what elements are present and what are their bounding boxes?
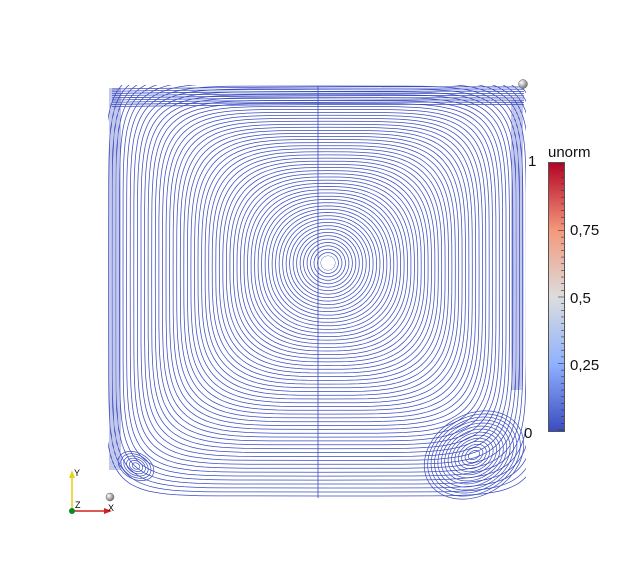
vortex-core: [321, 256, 335, 270]
colorbar-label-1: 1: [528, 153, 537, 170]
streamlines: [108, 85, 526, 500]
colorbar-label-0: 0: [524, 425, 533, 442]
axis-y-label: Y: [74, 468, 81, 478]
orientation-axes-icon: [69, 470, 115, 514]
axis-x-label: X: [108, 503, 115, 513]
colorbar-label-0-5: 0,5: [570, 290, 591, 307]
colorbar-label-0-75: 0,75: [570, 222, 600, 239]
colorbar-title: unorm: [548, 144, 591, 161]
colorbar-label-0-25: 0,25: [570, 357, 600, 374]
colorbar: [548, 162, 565, 432]
sphere-widget-icon[interactable]: [518, 79, 528, 89]
axis-z-label: Z: [75, 500, 81, 510]
